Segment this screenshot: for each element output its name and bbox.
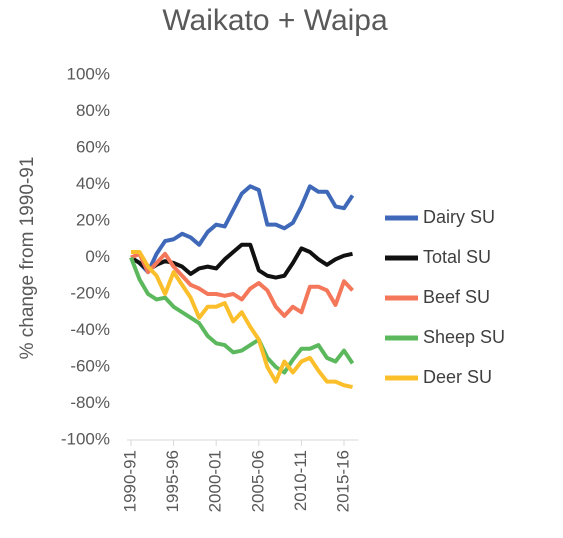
chart-title: Waikato + Waipa (162, 4, 388, 37)
y-tick-label: -40% (70, 320, 110, 339)
y-tick-label: 0% (85, 247, 110, 266)
legend-label: Sheep SU (423, 327, 505, 347)
x-tick-label: 1995-96 (163, 450, 182, 512)
legend-label: Dairy SU (423, 207, 495, 227)
series-line (129, 184, 355, 275)
y-axis-label: % change from 1990-91 (17, 157, 38, 360)
legend-label: Total SU (423, 247, 491, 267)
y-tick-label: 20% (76, 210, 110, 229)
y-tick-label: -20% (70, 283, 110, 302)
x-tick-label: 2005-06 (248, 450, 267, 512)
y-tick-label: 60% (76, 137, 110, 156)
y-tick-label: 100% (67, 64, 110, 83)
y-tick-label: -60% (70, 356, 110, 375)
y-tick-label: -80% (70, 393, 110, 412)
series-line (130, 251, 354, 318)
x-tick-label: 1990-91 (120, 450, 139, 512)
legend-label: Beef SU (423, 287, 490, 307)
series-line (129, 242, 353, 280)
legend-label: Deer SU (423, 367, 492, 387)
series-line (131, 250, 353, 390)
x-tick-label: 2010-11 (291, 450, 310, 511)
series-line (129, 256, 355, 375)
x-tick-label: 2015-16 (333, 450, 352, 512)
y-tick-label: 40% (76, 174, 110, 193)
y-tick-label: -100% (61, 429, 110, 448)
y-tick-label: 80% (76, 101, 110, 120)
x-tick-label: 2000-01 (206, 450, 225, 512)
